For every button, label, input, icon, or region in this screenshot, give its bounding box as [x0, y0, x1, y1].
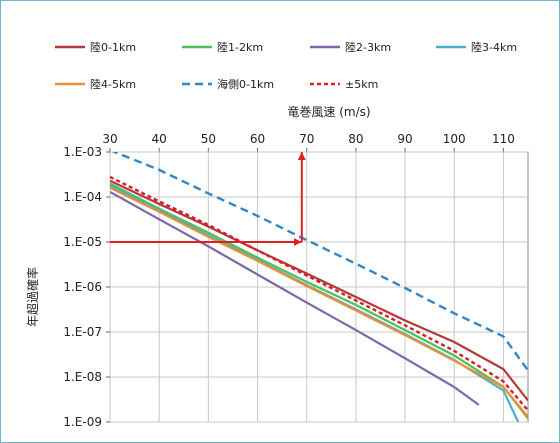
series-line — [110, 179, 528, 402]
x-tick-label: 100 — [443, 132, 466, 146]
x-tick-label: 30 — [102, 132, 117, 146]
x-tick-label: 60 — [250, 132, 265, 146]
series-line — [110, 175, 528, 412]
x-tick-label: 40 — [152, 132, 167, 146]
series-line — [110, 186, 528, 418]
x-tick-label: 80 — [348, 132, 363, 146]
series-line — [110, 182, 528, 420]
series-line — [110, 190, 480, 406]
legend-label: 海側0-1km — [217, 77, 274, 91]
y-tick-label: 1.E-06 — [63, 280, 102, 294]
x-tick-label: 90 — [397, 132, 412, 146]
y-tick-label: 1.E-07 — [63, 325, 102, 339]
legend: 陸0-1km 陸1-2km 陸2-3km 陸3-4km 陸4-5km 海側0-1km ±5k… — [55, 41, 517, 91]
series-line — [111, 152, 528, 372]
legend-label: 陸0-1km — [90, 41, 136, 54]
legend-label: 陸4-5km — [90, 78, 136, 91]
x-tick-label: 70 — [299, 132, 314, 146]
y-tick-label: 1.E-09 — [63, 415, 102, 429]
x-tick-label: 110 — [492, 132, 515, 146]
legend-label: ±5km — [345, 78, 378, 91]
legend-label: 陸2-3km — [345, 41, 391, 54]
legend-label: 陸3-4km — [471, 41, 517, 54]
y-tick-label: 1.E-05 — [63, 235, 102, 249]
y-tick-label: 1.E-04 — [63, 190, 102, 204]
y-tick-label: 1.E-08 — [63, 370, 102, 384]
legend-label: 陸1-2km — [217, 41, 263, 54]
y-tick-label: 1.E-03 — [63, 145, 102, 159]
x-tick-label: 50 — [201, 132, 216, 146]
x-axis-title: 竜巻風速 (m/s) — [287, 105, 370, 119]
plot-area: 30 40 50 60 70 80 90 100 110 1.E-03 1.E-04 1.E-05 1.… — [63, 132, 529, 429]
y-axis-title: 年超過確率 — [25, 267, 40, 327]
